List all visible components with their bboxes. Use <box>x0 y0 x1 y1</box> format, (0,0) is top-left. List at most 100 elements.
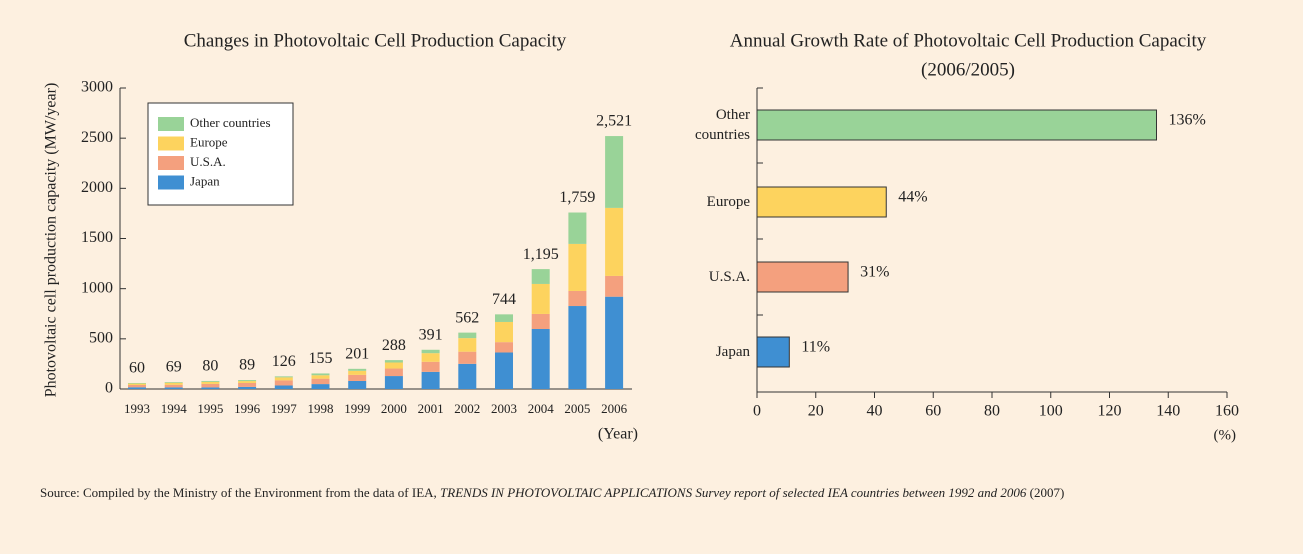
y-tick-label: 2000 <box>81 179 113 196</box>
bar-segment <box>458 338 477 352</box>
legend-swatch <box>158 175 184 190</box>
x-tick-label: 100 <box>1039 403 1063 420</box>
bar-segment <box>458 351 477 364</box>
legend-swatch <box>158 136 184 151</box>
bar-segment <box>164 384 183 388</box>
bar-segment <box>568 290 587 307</box>
category-label-box: Other countries <box>695 107 750 143</box>
total-label: 744 <box>492 291 516 308</box>
bar-segment <box>605 207 624 276</box>
bar-segment <box>421 353 440 362</box>
bar-segment <box>605 275 624 297</box>
bar-segment <box>238 381 257 383</box>
bar-segment <box>421 371 440 389</box>
x-tick-label: 20 <box>808 403 824 420</box>
x-tick-label: 1999 <box>344 401 370 416</box>
total-label: 69 <box>166 359 182 376</box>
bar-segment <box>531 269 550 284</box>
bar-segment <box>311 384 330 389</box>
bar-segment <box>201 381 220 384</box>
source: Source: Compiled by the Ministry of the … <box>40 482 1250 503</box>
bar-segment <box>568 212 587 244</box>
bar-segment <box>384 376 403 389</box>
bar-segment <box>495 321 513 343</box>
x-tick-label: 1994 <box>161 401 188 416</box>
legend-label: Japan <box>190 173 220 188</box>
x-tick-label: 140 <box>1156 403 1180 420</box>
bar-segment <box>384 360 403 363</box>
x-tick-label: 1995 <box>197 401 223 416</box>
bar-segment <box>531 283 550 314</box>
bar-segment <box>495 342 513 353</box>
source-text: (2007) <box>1026 485 1065 500</box>
legend-swatch <box>158 117 184 131</box>
bar-segment <box>201 380 220 382</box>
value-label: 11% <box>801 339 830 356</box>
legend-label: Other countries <box>190 115 271 130</box>
bar-segment <box>311 373 330 376</box>
total-label: 126 <box>272 353 296 370</box>
category-label-box: U.S.A. <box>708 269 750 285</box>
bar-segment <box>495 352 513 389</box>
x-tick-label: 40 <box>867 403 883 420</box>
y-tick-label: 3000 <box>81 79 113 96</box>
category-label-box: Europe <box>706 194 750 210</box>
bar-segment <box>201 383 220 388</box>
bar-segment <box>274 380 293 386</box>
value-label: 31% <box>860 264 889 281</box>
bar-segment <box>568 306 587 389</box>
total-label: 201 <box>345 346 369 363</box>
value-label: 44% <box>898 189 927 206</box>
legend-label: Europe <box>190 134 228 149</box>
bar-segment <box>568 243 587 291</box>
right-subtitle: (2006/2005) <box>921 59 1015 80</box>
bar-segment <box>238 380 257 382</box>
x-tick-label: 2005 <box>564 401 590 416</box>
x-tick-label: 120 <box>1098 403 1122 420</box>
category-label: Europe <box>706 194 750 210</box>
x-axis-label: (Year) <box>598 426 638 443</box>
bar-segment <box>495 314 513 322</box>
bar-segment <box>531 329 550 389</box>
total-label: 89 <box>239 357 255 374</box>
bar-segment <box>605 296 624 389</box>
x-tick-label: 1993 <box>124 401 150 416</box>
bar-segment <box>348 370 367 375</box>
bar-segment <box>348 380 367 389</box>
x-axis-label: (%) <box>1214 427 1237 443</box>
x-tick-label: 2006 <box>601 401 628 416</box>
bar-segment <box>238 386 257 389</box>
y-tick-label: 1000 <box>81 279 113 296</box>
bar-segment <box>458 363 477 389</box>
bar-segment <box>348 374 367 381</box>
bar-segment <box>128 383 146 385</box>
left-title: Changes in Photovoltaic Cell Production … <box>184 30 567 51</box>
bar-segment <box>238 382 257 387</box>
x-tick-label: 2002 <box>454 401 480 416</box>
bar-segment <box>421 349 440 354</box>
bar-segment <box>164 382 183 385</box>
y-axis-label: Photovoltaic cell production capacity (M… <box>43 83 60 398</box>
bar-segment <box>531 313 550 330</box>
x-tick-label: 1998 <box>308 401 334 416</box>
bar-segment <box>384 368 403 377</box>
bar <box>756 336 790 368</box>
bar-segment <box>274 376 293 378</box>
x-tick-label: 80 <box>984 403 1000 420</box>
source-text: Source: Compiled by the Ministry of the … <box>40 485 441 500</box>
category-label: U.S.A. <box>708 269 750 285</box>
bar-segment <box>128 384 146 388</box>
y-tick-label: 2500 <box>81 129 113 146</box>
x-tick-label: 60 <box>925 403 941 420</box>
bar-segment <box>384 362 403 369</box>
legend-label: U.S.A. <box>190 154 226 169</box>
x-tick-label: 2000 <box>381 401 407 416</box>
total-label: 562 <box>455 309 479 326</box>
category-label: Other countries <box>695 107 750 143</box>
total-label: 391 <box>419 326 443 343</box>
bar-segment <box>128 382 146 384</box>
total-label: 80 <box>202 358 218 375</box>
bar-segment <box>311 375 330 379</box>
bar-segment <box>458 332 477 339</box>
